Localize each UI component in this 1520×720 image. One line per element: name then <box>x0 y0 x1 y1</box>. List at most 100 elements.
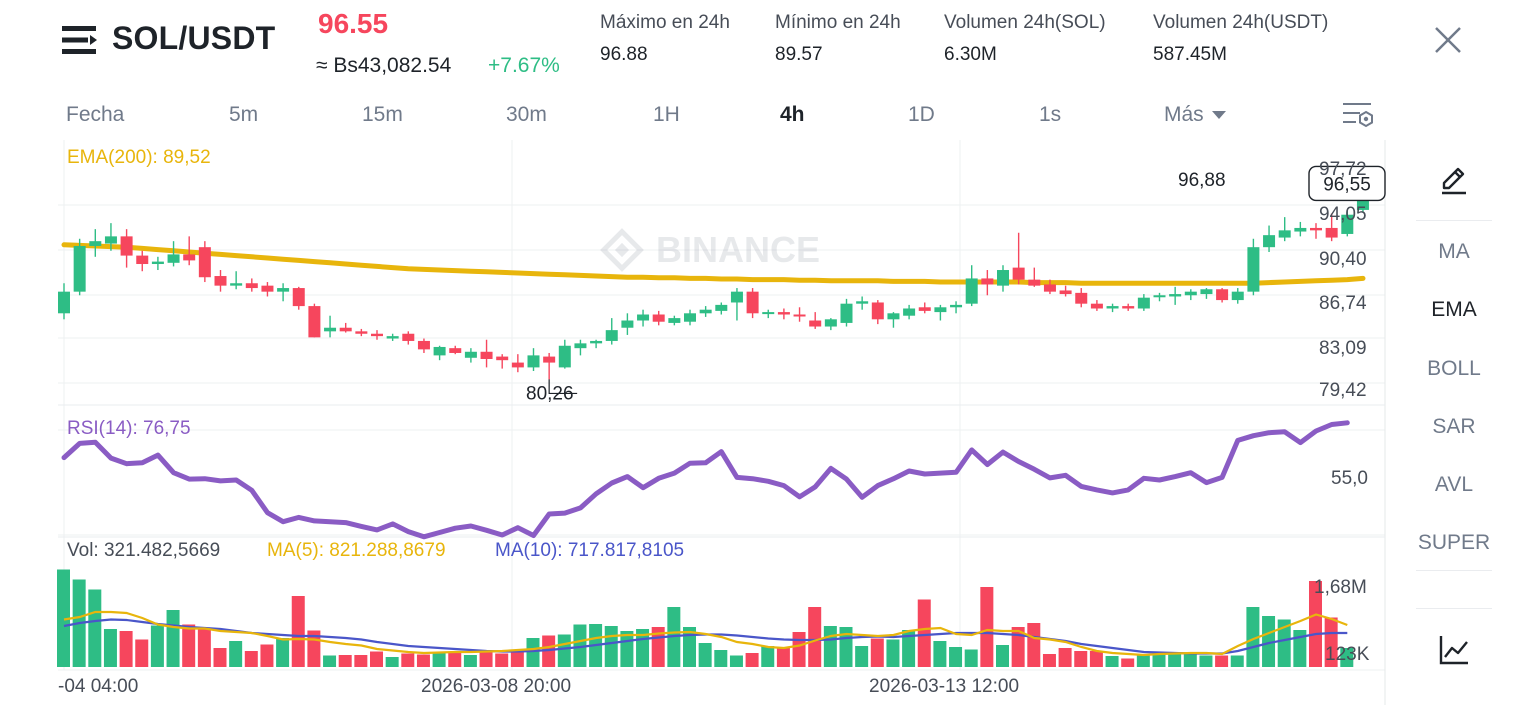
candle <box>261 282 274 297</box>
candle-body <box>840 303 853 323</box>
candle <box>1325 213 1338 242</box>
candle <box>386 333 399 341</box>
volume-bar <box>244 651 258 667</box>
price-change-percent: +7.67% <box>488 54 560 77</box>
stat-high-24h: Máximo en 24h 96.88 <box>600 12 730 66</box>
candle-body <box>574 343 587 349</box>
candle <box>793 307 806 322</box>
volume-bar <box>57 569 70 667</box>
candle <box>449 345 462 355</box>
candle <box>277 283 290 302</box>
candle-body <box>1012 267 1025 280</box>
tab-1h[interactable]: 1H <box>653 103 680 126</box>
volume-bar <box>573 624 587 667</box>
candle <box>527 348 540 372</box>
volume-bar <box>88 589 102 667</box>
candlestick-chart[interactable]: BINANCE 96,55 96,88 80,26 <box>0 140 1400 705</box>
tab-30m[interactable]: 30m <box>506 103 547 126</box>
candle <box>621 313 634 335</box>
indicator-ema[interactable]: EMA <box>1431 298 1477 321</box>
candle <box>965 265 978 307</box>
candle <box>574 339 587 356</box>
volume-bar <box>964 649 978 667</box>
candle <box>1294 221 1307 237</box>
candle-body <box>871 302 884 320</box>
candle <box>762 309 775 319</box>
candle-body <box>183 254 196 261</box>
current-price-tag-box <box>1308 165 1386 202</box>
volume-bar <box>1230 655 1244 667</box>
volume-bar <box>1246 607 1260 667</box>
candle <box>981 270 994 296</box>
indicator-super[interactable]: SUPER <box>1417 531 1491 554</box>
candle-body <box>511 362 524 368</box>
volume-bar <box>557 634 571 667</box>
candle <box>1169 286 1182 305</box>
candle <box>1247 238 1260 296</box>
chart-settings-icon[interactable] <box>1340 100 1376 132</box>
close-icon[interactable] <box>1430 22 1466 58</box>
candle-body <box>793 314 806 317</box>
candle-body <box>1310 227 1322 231</box>
volume-bar <box>338 655 352 667</box>
candle-body <box>355 331 368 334</box>
candle <box>339 322 352 333</box>
candle-body <box>527 355 540 368</box>
volume-ma5-line <box>63 610 1348 657</box>
candle-body <box>136 255 149 265</box>
candle <box>1278 217 1291 242</box>
tab-5m[interactable]: 5m <box>229 103 259 126</box>
candle <box>1341 211 1354 237</box>
high-marker: 96,88 <box>1178 170 1226 191</box>
candle <box>104 223 117 251</box>
time-axis-label: 2026-03-08 20:00 <box>421 676 572 697</box>
candle-body <box>543 356 556 363</box>
indicator-boll[interactable]: BOLL <box>1427 357 1481 380</box>
volume-bar <box>683 627 696 667</box>
candle-body <box>824 319 837 327</box>
menu-icon[interactable] <box>62 24 98 56</box>
candle-body <box>590 340 603 344</box>
volume-bar <box>808 607 822 667</box>
volume-bar <box>792 632 806 667</box>
volume-bar <box>886 639 900 667</box>
candle-body <box>1200 289 1213 295</box>
stat-volume-sol-24h: Volumen 24h(SOL) 6.30M <box>944 12 1106 66</box>
indicator-ma[interactable]: MA <box>1438 240 1470 263</box>
indicator-sar[interactable]: SAR <box>1432 415 1476 438</box>
volume-bar <box>1277 619 1291 667</box>
volume-bar <box>714 650 728 667</box>
volume-bar <box>698 643 712 667</box>
trading-pair-title[interactable]: SOL/USDT <box>112 20 276 56</box>
candle-body <box>1231 291 1244 301</box>
candle-body <box>120 236 133 256</box>
line-chart-icon[interactable] <box>1436 632 1472 668</box>
tab-4h[interactable]: 4h <box>780 103 805 126</box>
ema-label: EMA(200): 89,52 <box>67 147 211 168</box>
volume-bar <box>1215 655 1229 667</box>
binance-watermark: BINANCE <box>600 228 820 272</box>
stat-value: 6.30M <box>944 44 997 65</box>
candle-body <box>1043 284 1056 292</box>
volume-bar <box>135 639 149 667</box>
candle <box>824 318 837 331</box>
candle <box>402 331 415 345</box>
candle <box>809 312 822 329</box>
pencil-icon[interactable] <box>1436 162 1472 198</box>
candle <box>464 348 477 363</box>
candle-body <box>433 346 446 356</box>
price-axis-label: 86,74 <box>1319 293 1367 314</box>
candle-body <box>1090 303 1103 309</box>
tab-1d[interactable]: 1D <box>908 103 935 126</box>
volume-ma5-label: MA(5): 821.288,8679 <box>267 540 446 561</box>
tab-more[interactable]: Más <box>1164 103 1226 127</box>
tab-1s[interactable]: 1s <box>1039 103 1062 126</box>
volume-bar <box>870 638 884 667</box>
candle-body <box>621 320 634 328</box>
stat-value: 587.45M <box>1153 44 1227 65</box>
indicator-avl[interactable]: AVL <box>1434 473 1474 496</box>
rsi-line <box>61 420 1350 540</box>
tab-15m[interactable]: 15m <box>362 103 403 126</box>
volume-axis-label: 123K <box>1325 644 1370 665</box>
tab-fecha[interactable]: Fecha <box>66 103 125 126</box>
